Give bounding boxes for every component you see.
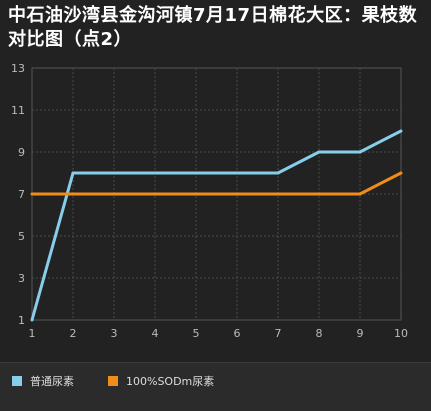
x-tick-label: 10 (394, 327, 408, 340)
x-tick-label: 6 (234, 327, 241, 340)
x-axis: 1 2 3 4 5 6 7 8 9 10 (29, 327, 409, 340)
data-point-1 (71, 171, 75, 175)
data-point-2 (112, 192, 116, 196)
x-tick-label: 9 (357, 327, 364, 340)
legend-item-1[interactable]: 普通尿素 (12, 373, 74, 389)
series-line-2 (32, 171, 402, 196)
y-tick-label: 1 (18, 314, 25, 327)
legend-item-2[interactable]: 100%SODm尿素 (108, 373, 214, 389)
y-tick-label: 3 (18, 272, 25, 285)
legend-swatch-2 (108, 376, 118, 386)
data-point-1 (358, 150, 362, 154)
legend-label-2: 100%SODm尿素 (126, 375, 215, 388)
y-tick-label: 9 (18, 146, 25, 159)
data-point-2 (194, 192, 198, 196)
data-point-2 (30, 192, 34, 196)
data-point-2 (153, 192, 157, 196)
data-point-1 (276, 171, 280, 175)
data-point-1 (235, 171, 239, 175)
data-point-2 (276, 192, 280, 196)
x-tick-label: 8 (316, 327, 323, 340)
data-point-1 (30, 318, 34, 322)
y-tick-label: 7 (18, 188, 25, 201)
legend-label-1: 普通尿素 (30, 375, 74, 388)
legend-swatch-1 (12, 376, 22, 386)
data-point-1 (317, 150, 321, 154)
data-point-2 (358, 192, 362, 196)
data-point-1 (153, 171, 157, 175)
data-point-2 (317, 192, 321, 196)
x-tick-label: 7 (275, 327, 282, 340)
x-tick-label: 5 (193, 327, 200, 340)
x-tick-label: 1 (29, 327, 36, 340)
legend: 普通尿素 100%SODm尿素 (0, 362, 431, 411)
data-point-2 (71, 192, 75, 196)
data-point-1 (194, 171, 198, 175)
y-tick-label: 5 (18, 230, 25, 243)
x-tick-label: 2 (70, 327, 77, 340)
data-point-1 (399, 129, 403, 133)
series-line-1 (30, 129, 402, 321)
data-point-2 (399, 171, 403, 175)
series-lines (30, 129, 403, 322)
data-point-1 (112, 171, 116, 175)
y-tick-label: 11 (11, 104, 25, 117)
chart-title: 中石油沙湾县金沟河镇7月17日棉花大区：果枝数对比图（点2） (8, 5, 418, 50)
y-tick-label: 13 (11, 62, 25, 75)
x-tick-label: 4 (152, 327, 159, 340)
x-tick-label: 3 (111, 327, 118, 340)
data-point-2 (235, 192, 239, 196)
